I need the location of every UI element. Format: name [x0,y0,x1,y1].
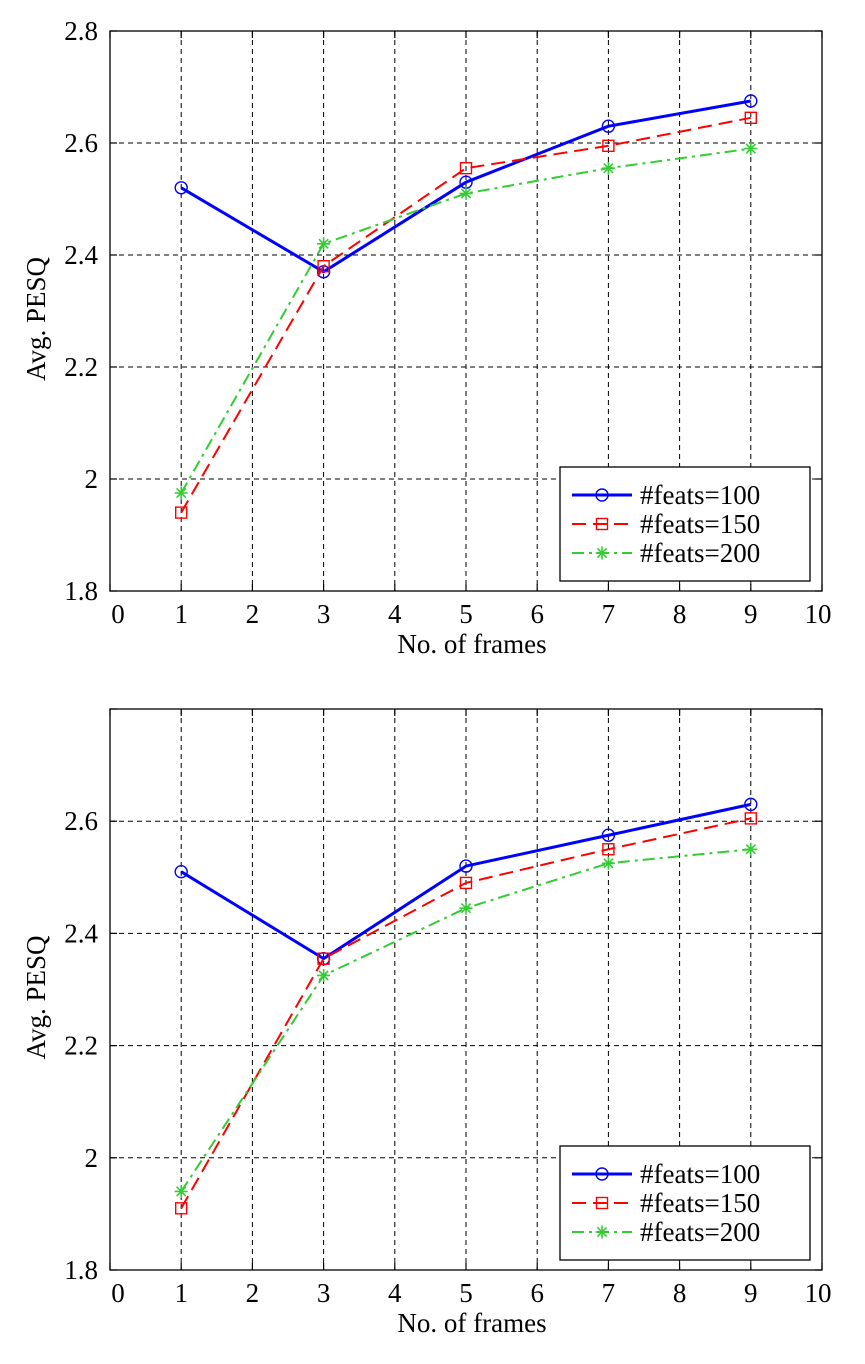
x-tick-label: 2 [246,599,260,629]
x-tick-label: 3 [317,1278,331,1308]
series-line [180,116,751,514]
data-point [317,260,330,273]
data-point [459,161,473,175]
data-point [744,111,757,125]
y-tick-label: 2.2 [64,1031,98,1061]
data-point [459,186,473,200]
y-tick-label: 1.8 [64,576,98,606]
x-tick-label: 2 [246,1278,260,1308]
grid [110,709,822,1270]
legend: #feats=100#feats=150#feats=200 [559,466,811,582]
x-tick-label: 9 [744,1278,758,1308]
y-axis-label: Avg. PESQ [21,256,51,381]
series-line [180,147,751,494]
series-2 [174,812,757,1215]
x-tick-label: 4 [388,599,402,629]
x-tick-label: 4 [388,1278,402,1308]
legend-entry-3: #feats=200 [640,538,760,568]
data-point [459,901,473,915]
data-point [174,864,188,879]
x-tick-label: 3 [317,599,331,629]
x-tick-label: 1 [174,599,188,629]
x-tick-label: 1 [174,1278,188,1308]
series-3 [174,142,758,500]
legend-marker [595,1225,609,1239]
data-point [459,859,473,873]
data-point [317,237,331,251]
data-point [601,161,615,175]
legend-marker [595,517,609,531]
y-tick-label: 2.6 [64,128,98,158]
data-point [601,119,616,133]
x-tick-label: 6 [530,599,544,629]
y-tick-label: 1.8 [64,1255,98,1285]
data-point [744,797,758,812]
y-tick-label: 2 [85,1143,99,1173]
series-line [180,802,752,961]
data-point [744,142,758,156]
x-tick-label: 7 [602,599,616,629]
series-3 [174,842,758,1198]
data-point [174,1202,188,1215]
y-tick-label: 2.2 [64,352,98,382]
data-point [744,94,758,108]
legend-entry-2: #feats=150 [640,1188,760,1218]
data-point [174,1184,188,1198]
data-point [174,181,188,195]
data-point [317,952,330,965]
grid [110,31,822,591]
data-point [601,856,615,870]
x-tick-label: 6 [530,1278,544,1308]
series-line [180,99,752,274]
data-point [744,842,758,856]
y-tick-label: 2.4 [64,240,98,270]
legend-entry-3: #feats=200 [640,1217,760,1247]
data-point [317,968,331,982]
data-point [174,506,188,519]
x-tick-label: 5 [459,1278,473,1308]
y-tick-label: 2.8 [64,16,98,46]
x-tick-label: 10 [805,1278,832,1308]
x-axis-label: No. of frames [397,1308,546,1338]
data-point [602,843,615,856]
data-point [459,876,473,890]
y-tick-label: 2.6 [64,806,98,836]
x-tick-label: 0 [111,599,125,629]
chart-1: 0 1 2 3 4 5 6 7 8 9 10 1.8 2 2.2 2.4 2.6 2.8 No. of frame… [21,16,832,659]
data-point [744,812,757,825]
x-tick-label: 7 [602,1278,616,1308]
data-point [174,486,188,500]
chart-2: 0 1 2 3 4 5 6 7 8 9 10 1.8 2 2.2 2.4 2.6 No. of frames Av… [21,708,832,1338]
x-tick-label: 9 [744,599,758,629]
x-tick-label: 0 [111,1278,125,1308]
data-point [601,828,616,842]
data-point [602,139,615,153]
x-axis-label: No. of frames [397,629,546,659]
x-tick-label: 10 [805,599,832,629]
series-line [180,817,752,1209]
y-tick-label: 2 [85,464,99,494]
legend-marker [595,1196,609,1210]
y-axis-label: Avg. PESQ [21,935,51,1060]
x-tick-label: 5 [459,599,473,629]
legend-marker [595,1167,609,1181]
x-tick-label: 8 [673,1278,687,1308]
y-tick-label: 2.4 [64,918,98,948]
legend-entry-1: #feats=100 [640,1159,760,1189]
legend-marker [595,546,609,560]
x-tick-label: 8 [673,599,687,629]
legend-marker [595,488,609,502]
series-2 [174,111,757,519]
legend: #feats=100#feats=150#feats=200 [559,1145,811,1261]
legend-entry-2: #feats=150 [640,509,760,539]
legend-entry-1: #feats=100 [640,480,760,510]
